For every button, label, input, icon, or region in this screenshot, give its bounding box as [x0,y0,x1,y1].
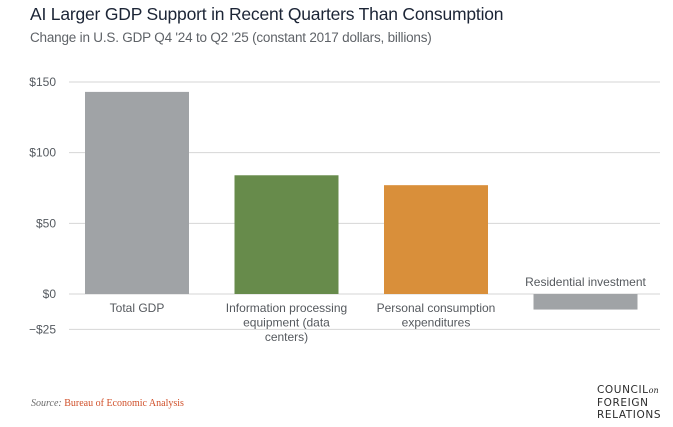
bar[interactable] [85,91,189,294]
bar[interactable] [384,185,488,294]
category-label: Personal consumption [377,301,496,315]
y-tick-label: −$25 [29,322,56,336]
y-tick-label: $150 [29,75,56,89]
logo-line-1: COUNCIL [597,384,649,396]
chart-subtitle: Change in U.S. GDP Q4 '24 to Q2 '25 (con… [30,30,432,45]
category-label: centers) [265,330,308,344]
bar[interactable] [533,294,638,310]
logo-line-2: FOREIGN [597,397,649,409]
y-tick-label: $50 [36,216,56,230]
source-label: Source: [31,398,62,409]
category-label: expenditures [402,316,471,330]
category-label: Residential investment [525,275,646,289]
bar[interactable] [234,175,339,294]
category-label: Total GDP [110,301,165,315]
logo-line-3: RELATIONS [597,409,662,421]
source-note: Source: Bureau of Economic Analysis [31,398,184,409]
source-link[interactable]: Bureau of Economic Analysis [64,398,184,409]
cfr-logo: COUNCILon FOREIGN RELATIONS [597,384,661,421]
category-label: Information processing [226,301,347,315]
y-tick-label: $0 [43,287,57,301]
y-tick-label: $100 [29,146,56,160]
category-label: equipment (data [243,316,330,330]
bar-chart: $150 $100 $50 $0 −$25 Total GDP Information p… [29,75,660,344]
chart-title: AI Larger GDP Support in Recent Quarters… [30,4,504,24]
logo-on: on [648,386,659,395]
